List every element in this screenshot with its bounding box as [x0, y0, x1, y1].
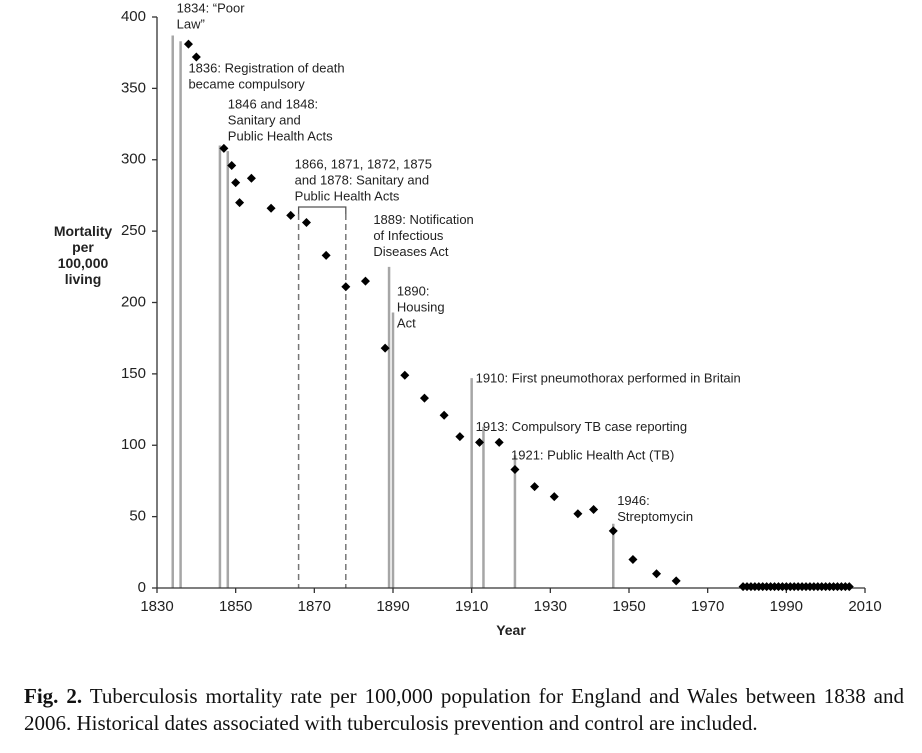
- data-point: [191, 52, 201, 62]
- data-point: [301, 218, 311, 228]
- data-point: [360, 276, 370, 286]
- data-point: [844, 582, 854, 592]
- y-tick-label: 350: [121, 79, 146, 96]
- data-point: [455, 432, 465, 442]
- bracket-line: [297, 206, 347, 214]
- data-point: [530, 482, 540, 492]
- data-point: [235, 198, 245, 208]
- data-point: [219, 143, 229, 153]
- caption-text: Tuberculosis mortality rate per 100,000 …: [24, 684, 904, 735]
- y-tick-label: 100: [121, 436, 146, 453]
- x-tick-label: 1910: [455, 598, 488, 615]
- annotation-7: 1913: Compulsory TB case reporting: [476, 419, 687, 434]
- data-point: [183, 39, 193, 49]
- data-point: [549, 492, 559, 502]
- data-point: [475, 437, 485, 447]
- x-tick-label: 1870: [298, 598, 331, 615]
- y-axis-title-line: Mortality: [54, 223, 113, 239]
- data-point: [321, 250, 331, 260]
- y-axis-title-line: living: [65, 271, 102, 287]
- data-point: [573, 509, 583, 519]
- data-point: [400, 370, 410, 380]
- data-points: [183, 39, 854, 592]
- x-tick-label: 1970: [691, 598, 724, 615]
- data-point: [419, 393, 429, 403]
- data-point: [608, 526, 618, 536]
- data-point: [510, 465, 520, 475]
- annotations: 1834: “Poor Law” 1836: Registration of dea…: [177, 1, 741, 524]
- x-tick-label: 1950: [612, 598, 645, 615]
- y-tick-labels: 0 50 100 150 200 250 300 350 400: [121, 8, 146, 596]
- annotation-8: 1921: Public Health Act (TB): [511, 448, 674, 463]
- event-lines: [171, 35, 615, 588]
- annotation-4: 1889: Notification of Infectious Diseases …: [373, 212, 473, 259]
- data-point: [652, 569, 662, 579]
- y-axis-title-line: per: [72, 239, 94, 255]
- data-point: [380, 343, 390, 353]
- y-tick-label: 200: [121, 293, 146, 310]
- data-point: [286, 210, 296, 220]
- data-point: [266, 203, 276, 213]
- data-point: [494, 437, 504, 447]
- annotation-5: 1890: Housing Act: [397, 283, 445, 330]
- y-axis-title-line: 100,000: [58, 255, 109, 271]
- data-point: [231, 178, 241, 188]
- x-tick-label: 1830: [140, 598, 173, 615]
- data-point: [628, 554, 638, 564]
- annotation-6: 1910: First pneumothorax performed in Br…: [476, 370, 741, 385]
- x-tick-label: 2010: [848, 598, 881, 615]
- y-tick-label: 250: [121, 222, 146, 239]
- annotation-0: 1834: “Poor Law”: [177, 1, 246, 32]
- annotation-3: 1866, 1871, 1872, 1875 and 1878: Sanitary…: [295, 156, 432, 203]
- data-point: [227, 160, 237, 170]
- y-tick-label: 300: [121, 151, 146, 168]
- x-tick-label: 1850: [219, 598, 252, 615]
- sanitary-acts-bracket: [297, 206, 347, 214]
- annotation-2: 1846 and 1848: Sanitary and Public Health …: [228, 96, 333, 143]
- data-point: [439, 410, 449, 420]
- annotation-9: 1946: Streptomycin: [617, 493, 693, 524]
- y-tick-label: 150: [121, 365, 146, 382]
- x-tick-label: 1930: [534, 598, 567, 615]
- y-tick-label: 50: [129, 508, 146, 525]
- x-tick-label: 1890: [376, 598, 409, 615]
- x-tick-labels: 1830 1850 1870 1890 1910 1930 1950 1970 1990 2010: [140, 598, 881, 615]
- data-point: [341, 282, 351, 292]
- data-point: [671, 576, 681, 586]
- x-axis-title: Year: [496, 622, 526, 638]
- y-tick-label: 400: [121, 8, 146, 25]
- caption-label: Fig. 2.: [24, 684, 83, 708]
- y-tick-label: 0: [138, 579, 146, 596]
- tb-mortality-chart: 0 50 100 150 200 250 300 350 400 1830 1850 1870 189…: [54, 1, 882, 638]
- figure-caption: Fig. 2. Tuberculosis mortality rate per …: [24, 683, 904, 737]
- data-point: [246, 173, 256, 183]
- data-point: [589, 504, 599, 514]
- x-tick-label: 1990: [770, 598, 803, 615]
- annotation-1: 1836: Registration of death became compul…: [188, 61, 344, 92]
